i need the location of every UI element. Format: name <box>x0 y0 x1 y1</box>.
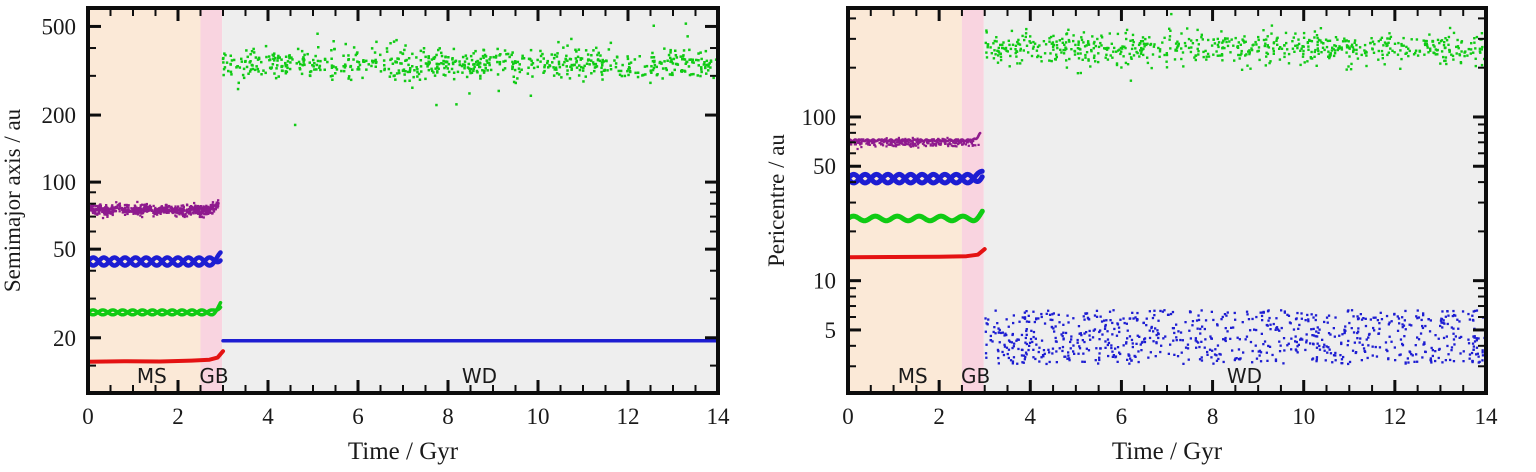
series-planet-purple-pericentre <box>848 131 982 151</box>
y-tick-label: 5 <box>825 318 837 343</box>
axis-ticks <box>86 10 720 391</box>
phase-region-ms <box>88 8 201 393</box>
phase-region-ms <box>848 8 962 393</box>
x-tick-label: 10 <box>1292 404 1315 429</box>
x-tick-label: 10 <box>527 404 550 429</box>
braid-strand <box>88 300 223 317</box>
phase-label-ms: MS <box>898 364 928 388</box>
line-red <box>848 247 987 260</box>
y-tick-label: 100 <box>42 170 77 195</box>
pericentre-chart: 0 2 4 6 8 10 12 14 5 10 50 100 Time / Gyr Pericentre … <box>764 6 1499 465</box>
y-tick-label: 50 <box>53 237 76 262</box>
y-tick-label: 100 <box>802 105 837 130</box>
phase-region-wd <box>983 8 1486 393</box>
y-tick-label: 500 <box>42 14 77 39</box>
x-tick-label: 12 <box>1383 404 1406 429</box>
x-tick-label: 0 <box>842 404 854 429</box>
x-tick-label: 6 <box>352 404 364 429</box>
series-planet-blue-semimajor <box>88 250 718 343</box>
line-red <box>88 349 225 364</box>
x-axis-label: Time / Gyr <box>1112 438 1223 465</box>
semimajor-axis-chart: 0 2 4 6 8 10 12 14 20 50 100 200 500 Time / Gyr Semima… <box>0 6 731 465</box>
series-planet-red-semimajor <box>88 349 225 364</box>
phase-region-wd <box>222 8 718 393</box>
y-axis-label: Pericentre / au <box>764 134 789 267</box>
x-tick-label: 2 <box>172 404 184 429</box>
series-planet-green-semimajor <box>88 22 718 317</box>
x-tick-label: 8 <box>1207 404 1219 429</box>
plot-frame <box>846 6 1488 395</box>
series-planet-red-pericentre <box>848 247 987 260</box>
x-tick-label: 4 <box>1025 404 1037 429</box>
y-axis-label: Semimajor axis / au <box>0 108 25 292</box>
wavy-line <box>848 208 985 224</box>
y-tick-label: 20 <box>53 326 76 351</box>
phase-label-gb: GB <box>199 364 228 388</box>
series-planet-purple-semimajor <box>88 199 220 220</box>
x-tick-label: 8 <box>442 404 454 429</box>
phase-label-ms: MS <box>137 364 167 388</box>
x-tick-label: 14 <box>1475 404 1499 429</box>
phase-label-gb: GB <box>961 364 990 388</box>
phase-label-wd: WD <box>1227 364 1262 388</box>
plot-data-area <box>88 22 718 364</box>
plot-frame <box>86 6 720 395</box>
x-axis-label: Time / Gyr <box>348 438 459 465</box>
braid-strand <box>88 305 223 317</box>
x-tick-label: 4 <box>262 404 274 429</box>
x-tick-label: 12 <box>617 404 640 429</box>
x-tick-label: 14 <box>707 404 731 429</box>
y-tick-label: 50 <box>813 154 836 179</box>
braid-strand <box>848 168 985 186</box>
series-planet-blue-pericentre <box>848 168 1486 366</box>
braid-strand <box>88 255 223 268</box>
axis-ticks <box>846 10 1488 391</box>
phase-label-wd: WD <box>462 364 497 388</box>
series-planet-green-pericentre <box>848 12 1486 224</box>
phase-regions <box>848 8 1486 393</box>
x-tick-label: 6 <box>1116 404 1128 429</box>
phase-region-gb <box>200 8 223 393</box>
y-tick-label: 10 <box>813 269 836 294</box>
x-tick-label: 0 <box>82 404 94 429</box>
x-tick-label: 2 <box>933 404 945 429</box>
phase-region-gb <box>961 8 984 393</box>
y-tick-label: 200 <box>42 103 77 128</box>
plot-data-area <box>848 12 1486 366</box>
